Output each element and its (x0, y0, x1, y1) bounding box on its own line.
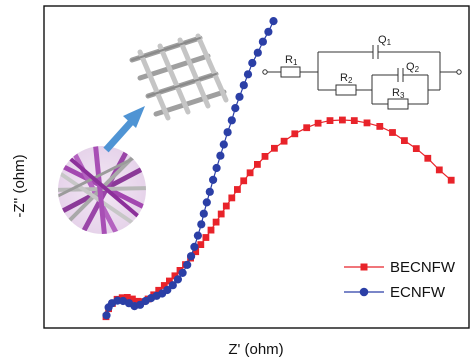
data-point-ecnfw (202, 198, 211, 207)
data-point-ecnfw (227, 116, 236, 125)
data-point-ecnfw (209, 175, 218, 184)
data-point-becnfw (207, 226, 215, 234)
data-point-ecnfw (187, 252, 196, 261)
data-point-becnfw (447, 176, 455, 184)
legend-entry-becnfw: BECNFW (344, 259, 456, 276)
data-point-becnfw (197, 241, 205, 248)
svg-text:R3: R3 (392, 87, 405, 100)
data-point-becnfw (424, 154, 432, 162)
data-point-ecnfw (264, 27, 273, 36)
data-point-becnfw (222, 202, 230, 210)
legend-label-ecnfw: ECNFW (390, 284, 446, 301)
data-point-ecnfw (102, 311, 111, 320)
data-point-becnfw (412, 145, 420, 152)
data-point-ecnfw (235, 92, 244, 101)
data-point-becnfw (228, 194, 236, 202)
data-point-ecnfw (248, 58, 257, 68)
svg-text:R1: R1 (285, 54, 298, 67)
data-point-becnfw (234, 186, 241, 193)
data-point-ecnfw (193, 231, 202, 240)
equivalent-circuit-diagram (262, 45, 462, 110)
y-axis-title: -Z'' (ohm) (11, 154, 28, 217)
data-point-becnfw (314, 119, 322, 127)
data-point-becnfw (217, 210, 225, 218)
data-point-becnfw (401, 137, 408, 144)
data-point-ecnfw (205, 187, 214, 196)
data-point-ecnfw (178, 268, 187, 277)
data-point-ecnfw (258, 37, 267, 46)
data-point-becnfw (350, 117, 358, 124)
series-ecnfw (102, 17, 278, 320)
svg-text:R2: R2 (340, 72, 353, 85)
data-point-ecnfw (239, 81, 248, 90)
data-point-becnfw (202, 234, 210, 241)
data-point-becnfw (160, 282, 168, 289)
data-point-becnfw (166, 277, 173, 285)
svg-text:Q2: Q2 (406, 61, 420, 74)
data-point-becnfw (303, 124, 311, 132)
data-point-becnfw (212, 218, 220, 226)
data-point-becnfw (280, 137, 288, 145)
data-point-becnfw (129, 295, 136, 303)
data-point-ecnfw (231, 104, 240, 113)
data-point-becnfw (376, 123, 384, 130)
x-axis-title: Z' (ohm) (228, 341, 283, 358)
data-point-becnfw (363, 119, 371, 127)
data-point-becnfw (271, 144, 278, 152)
data-point-becnfw (339, 116, 346, 124)
data-point-ecnfw (199, 209, 208, 218)
data-point-becnfw (326, 117, 334, 124)
data-point-becnfw (134, 297, 141, 305)
data-point-becnfw (240, 177, 248, 185)
legend: BECNFW ECNFW (344, 259, 456, 301)
arrow-icon (103, 106, 145, 153)
data-point-ecnfw (173, 275, 182, 284)
data-point-becnfw (192, 248, 200, 256)
data-point-ecnfw (168, 281, 177, 290)
data-point-becnfw (171, 272, 179, 280)
data-point-becnfw (291, 130, 299, 138)
data-point-ecnfw (212, 163, 221, 173)
data-point-ecnfw (219, 140, 228, 149)
data-point-ecnfw (243, 70, 253, 79)
data-point-becnfw (254, 161, 261, 168)
aligned-fiber-illustration (129, 33, 229, 121)
svg-text:Q1: Q1 (378, 34, 392, 47)
legend-label-becnfw: BECNFW (390, 259, 456, 276)
data-point-becnfw (435, 166, 443, 174)
data-point-ecnfw (163, 285, 172, 295)
circuit-labels: R1 Q1 R2 Q2 R3 (285, 34, 420, 100)
data-point-ecnfw (216, 151, 225, 160)
data-point-becnfw (261, 153, 269, 160)
series-layer (102, 17, 455, 321)
data-point-ecnfw (269, 17, 278, 26)
data-point-becnfw (246, 169, 254, 177)
legend-entry-ecnfw: ECNFW (344, 284, 446, 301)
data-point-ecnfw (183, 260, 192, 269)
data-point-ecnfw (253, 48, 262, 57)
data-point-ecnfw (197, 220, 206, 229)
data-point-becnfw (123, 294, 131, 301)
data-point-ecnfw (190, 242, 199, 251)
data-point-ecnfw (223, 128, 232, 137)
data-point-becnfw (155, 286, 163, 294)
disordered-fiber-illustration (58, 146, 146, 234)
data-point-becnfw (389, 129, 396, 136)
